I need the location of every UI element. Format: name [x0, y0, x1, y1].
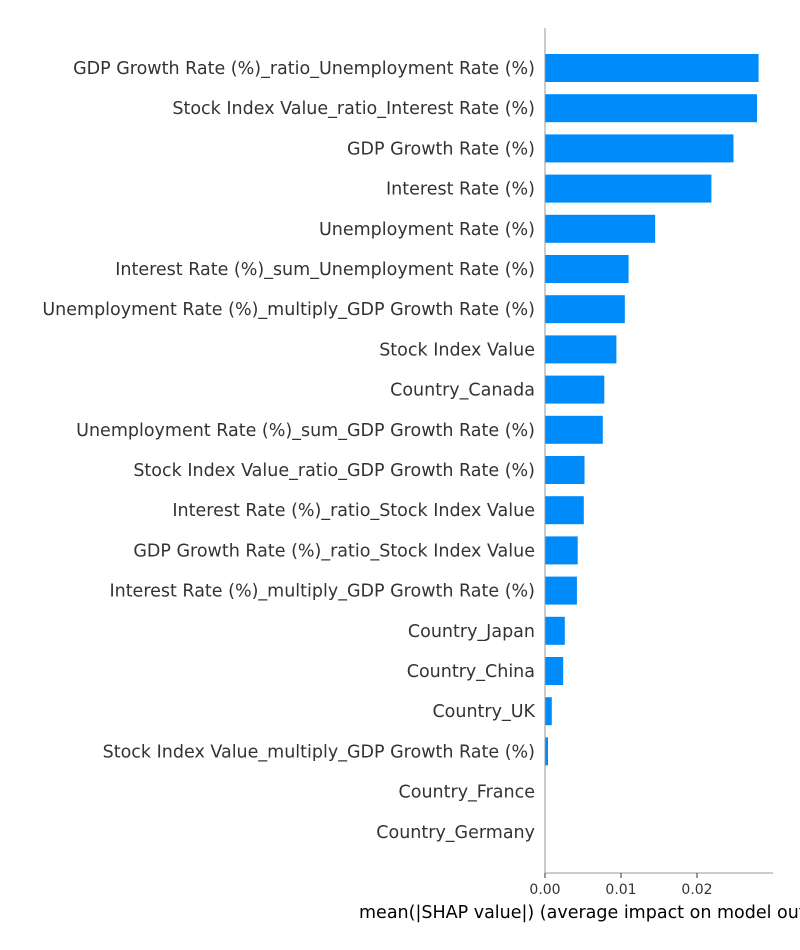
category-label-19: Country_Germany: [376, 823, 535, 843]
category-label-6: Unemployment Rate (%)_multiply_GDP Growt…: [42, 300, 535, 320]
bar-17: [545, 737, 548, 766]
bar-16: [545, 697, 552, 726]
bar-14: [545, 616, 565, 645]
category-label-17: Stock Index Value_multiply_GDP Growth Ra…: [103, 742, 535, 762]
x-axis: 0.00 0.01 0.02: [529, 28, 773, 898]
bar-5: [545, 255, 629, 283]
x-axis-label: mean(|SHAP value|) (average impact on mo…: [359, 903, 800, 923]
bar-11: [545, 496, 584, 525]
category-label-18: Country_France: [399, 783, 535, 803]
bar-2: [545, 134, 734, 163]
bar-1: [545, 94, 757, 123]
x-tick-label-2: 0.02: [681, 882, 712, 898]
category-label-3: Interest Rate (%): [386, 180, 535, 200]
x-tick-label-0: 0.00: [529, 882, 560, 898]
bar-10: [545, 456, 585, 484]
category-label-4: Unemployment Rate (%): [319, 220, 535, 240]
category-label-7: Stock Index Value: [379, 340, 535, 360]
category-label-11: Interest Rate (%)_ratio_Stock Index Valu…: [172, 501, 535, 521]
bars-layer: [545, 54, 759, 766]
bar-15: [545, 657, 564, 685]
category-label-13: Interest Rate (%)_multiply_GDP Growth Ra…: [109, 582, 535, 602]
bar-12: [545, 536, 578, 565]
bar-8: [545, 375, 605, 404]
bar-3: [545, 174, 712, 203]
category-label-15: Country_China: [407, 662, 535, 682]
bar-13: [545, 576, 577, 605]
category-label-0: GDP Growth Rate (%)_ratio_Unemployment R…: [73, 59, 535, 79]
x-tick-label-1: 0.01: [605, 882, 636, 898]
category-label-9: Unemployment Rate (%)_sum_GDP Growth Rat…: [76, 421, 535, 441]
category-label-10: Stock Index Value_ratio_GDP Growth Rate …: [133, 461, 535, 481]
bar-9: [545, 415, 603, 444]
category-label-1: Stock Index Value_ratio_Interest Rate (%…: [172, 99, 535, 119]
category-label-8: Country_Canada: [390, 381, 535, 401]
bar-4: [545, 214, 656, 243]
bar-6: [545, 295, 625, 324]
bar-7: [545, 335, 617, 364]
category-label-2: GDP Growth Rate (%): [347, 139, 535, 159]
category-labels: GDP Growth Rate (%)_ratio_Unemployment R…: [42, 59, 535, 843]
category-label-5: Interest Rate (%)_sum_Unemployment Rate …: [115, 260, 535, 280]
category-label-14: Country_Japan: [408, 622, 535, 642]
bar-0: [545, 54, 759, 82]
category-label-16: Country_UK: [432, 702, 535, 722]
category-label-12: GDP Growth Rate (%)_ratio_Stock Index Va…: [133, 541, 535, 561]
